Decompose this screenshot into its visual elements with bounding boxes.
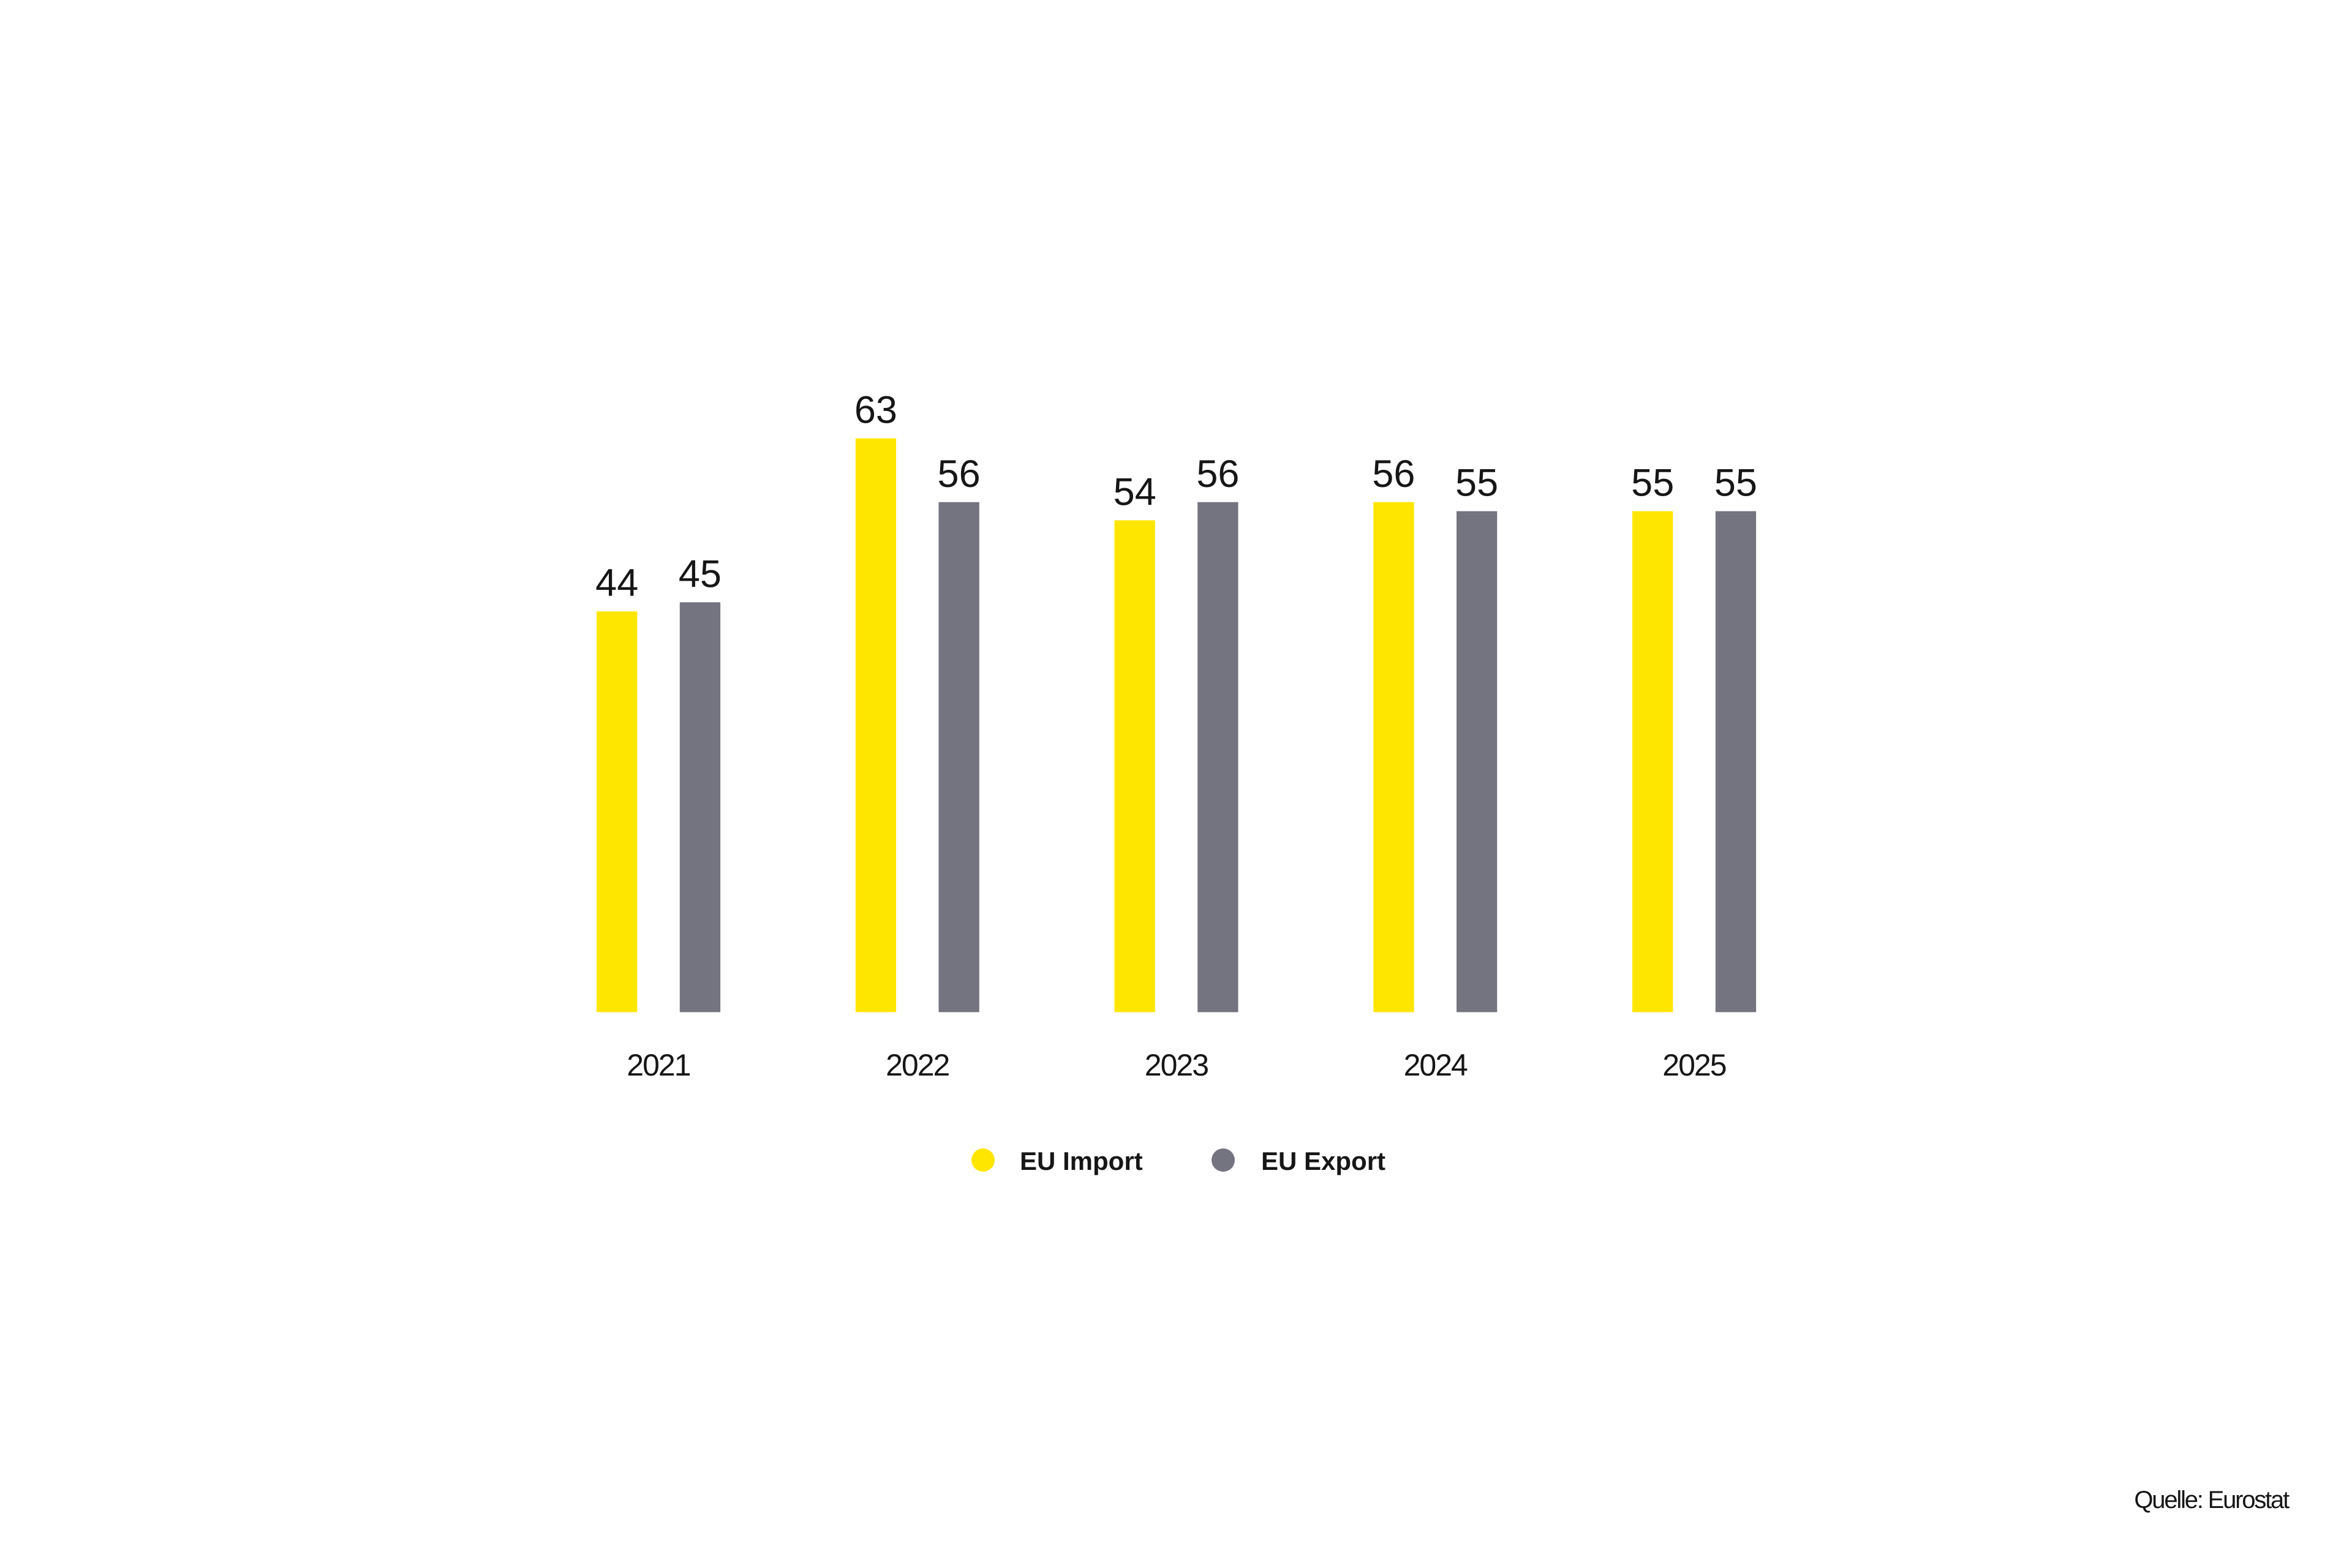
- svg-text:2021: 2021: [627, 1048, 690, 1082]
- svg-text:56: 56: [1372, 453, 1415, 496]
- svg-text:2022: 2022: [886, 1048, 949, 1082]
- svg-text:44: 44: [595, 562, 638, 605]
- svg-text:55: 55: [1631, 462, 1674, 505]
- svg-text:2024: 2024: [1404, 1048, 1468, 1082]
- svg-text:54: 54: [1114, 471, 1156, 514]
- svg-text:EU Export: EU Export: [1261, 1147, 1385, 1175]
- svg-text:2025: 2025: [1662, 1048, 1725, 1082]
- svg-text:Quelle: Eurostat: Quelle: Eurostat: [2134, 1487, 2290, 1513]
- svg-text:2023: 2023: [1145, 1048, 1208, 1082]
- svg-text:55: 55: [1455, 462, 1498, 505]
- svg-text:EU Import: EU Import: [1020, 1147, 1143, 1175]
- svg-text:45: 45: [679, 552, 722, 595]
- svg-text:56: 56: [938, 453, 981, 496]
- svg-text:63: 63: [854, 389, 897, 432]
- svg-text:56: 56: [1196, 453, 1239, 496]
- svg-text:55: 55: [1714, 462, 1757, 505]
